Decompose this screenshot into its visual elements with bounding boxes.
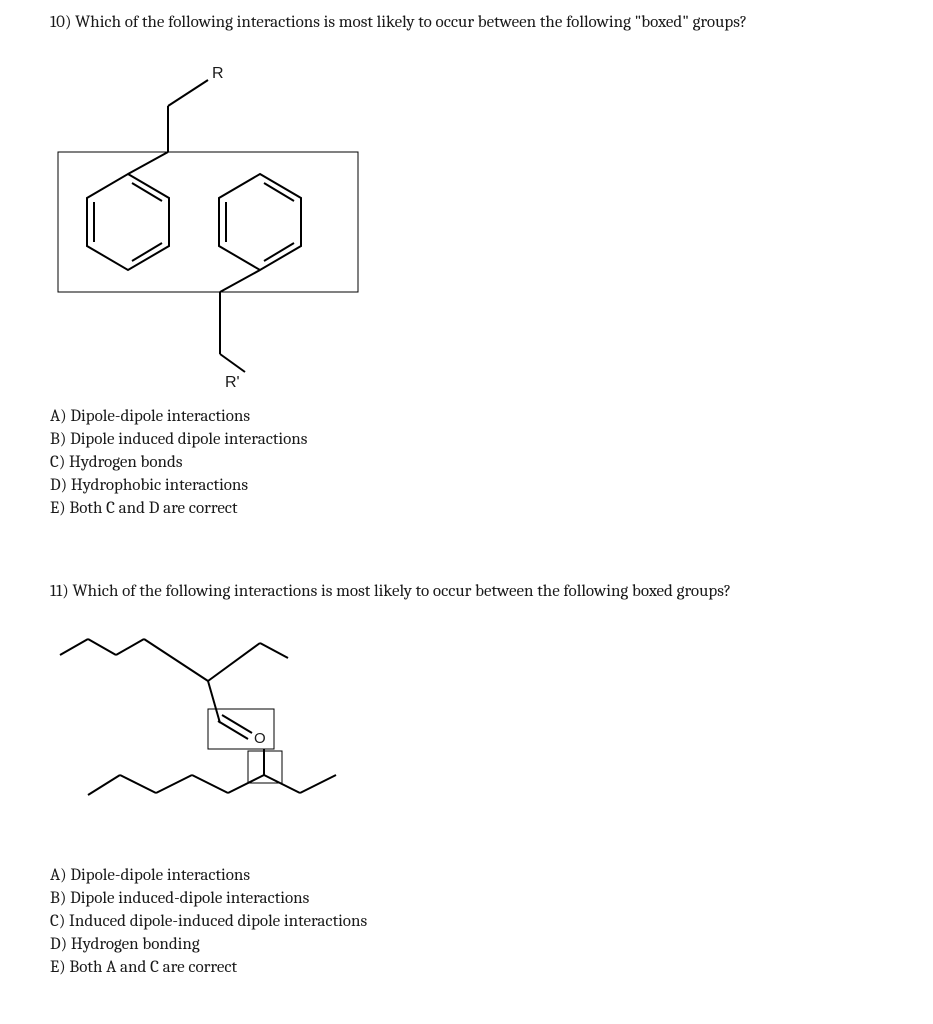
- top-chain: [60, 639, 288, 723]
- q11-text: 11) Which of the following interactions …: [50, 581, 883, 603]
- q10-option-E: E) Both C and D are correct: [50, 498, 883, 521]
- benzene-right: [219, 174, 301, 270]
- r-bottom-label: R': [225, 374, 240, 391]
- bond-r-top: [168, 80, 208, 106]
- q10-option-D: D) Hydrophobic interactions: [50, 475, 883, 498]
- bottom-chain: [88, 749, 336, 795]
- q10-option-A: A) Dipole-dipole interactions: [50, 406, 883, 429]
- q10-options: A) Dipole-dipole interactions B) Dipole …: [50, 406, 883, 521]
- r-top-label: R: [212, 65, 224, 82]
- q10-figure: R R': [50, 54, 883, 394]
- bond-rprime: [220, 354, 245, 372]
- bond-right-ring-attach: [220, 270, 260, 292]
- benzene-left: [87, 174, 169, 270]
- q11-option-C: C) Induced dipole-induced dipole interac…: [50, 911, 883, 934]
- q10-option-C: C) Hydrogen bonds: [50, 452, 883, 475]
- q10-structure-svg: R R': [50, 54, 370, 394]
- q11-option-D: D) Hydrogen bonding: [50, 934, 883, 957]
- q11-figure: O: [50, 623, 883, 853]
- box-rect: [58, 152, 358, 292]
- q11-options: A) Dipole-dipole interactions B) Dipole …: [50, 865, 883, 980]
- q11-option-B: B) Dipole induced-dipole interactions: [50, 888, 883, 911]
- q11-structure-svg: O: [50, 623, 410, 853]
- carbonyl: [218, 715, 252, 739]
- bond-left-ring-attach: [128, 152, 168, 174]
- q10-option-B: B) Dipole induced dipole interactions: [50, 429, 883, 452]
- oxygen-label: O: [254, 730, 266, 747]
- q11-option-E: E) Both A and C are correct: [50, 957, 883, 980]
- q11-option-A: A) Dipole-dipole interactions: [50, 865, 883, 888]
- q10-text: 10) Which of the following interactions …: [50, 12, 883, 34]
